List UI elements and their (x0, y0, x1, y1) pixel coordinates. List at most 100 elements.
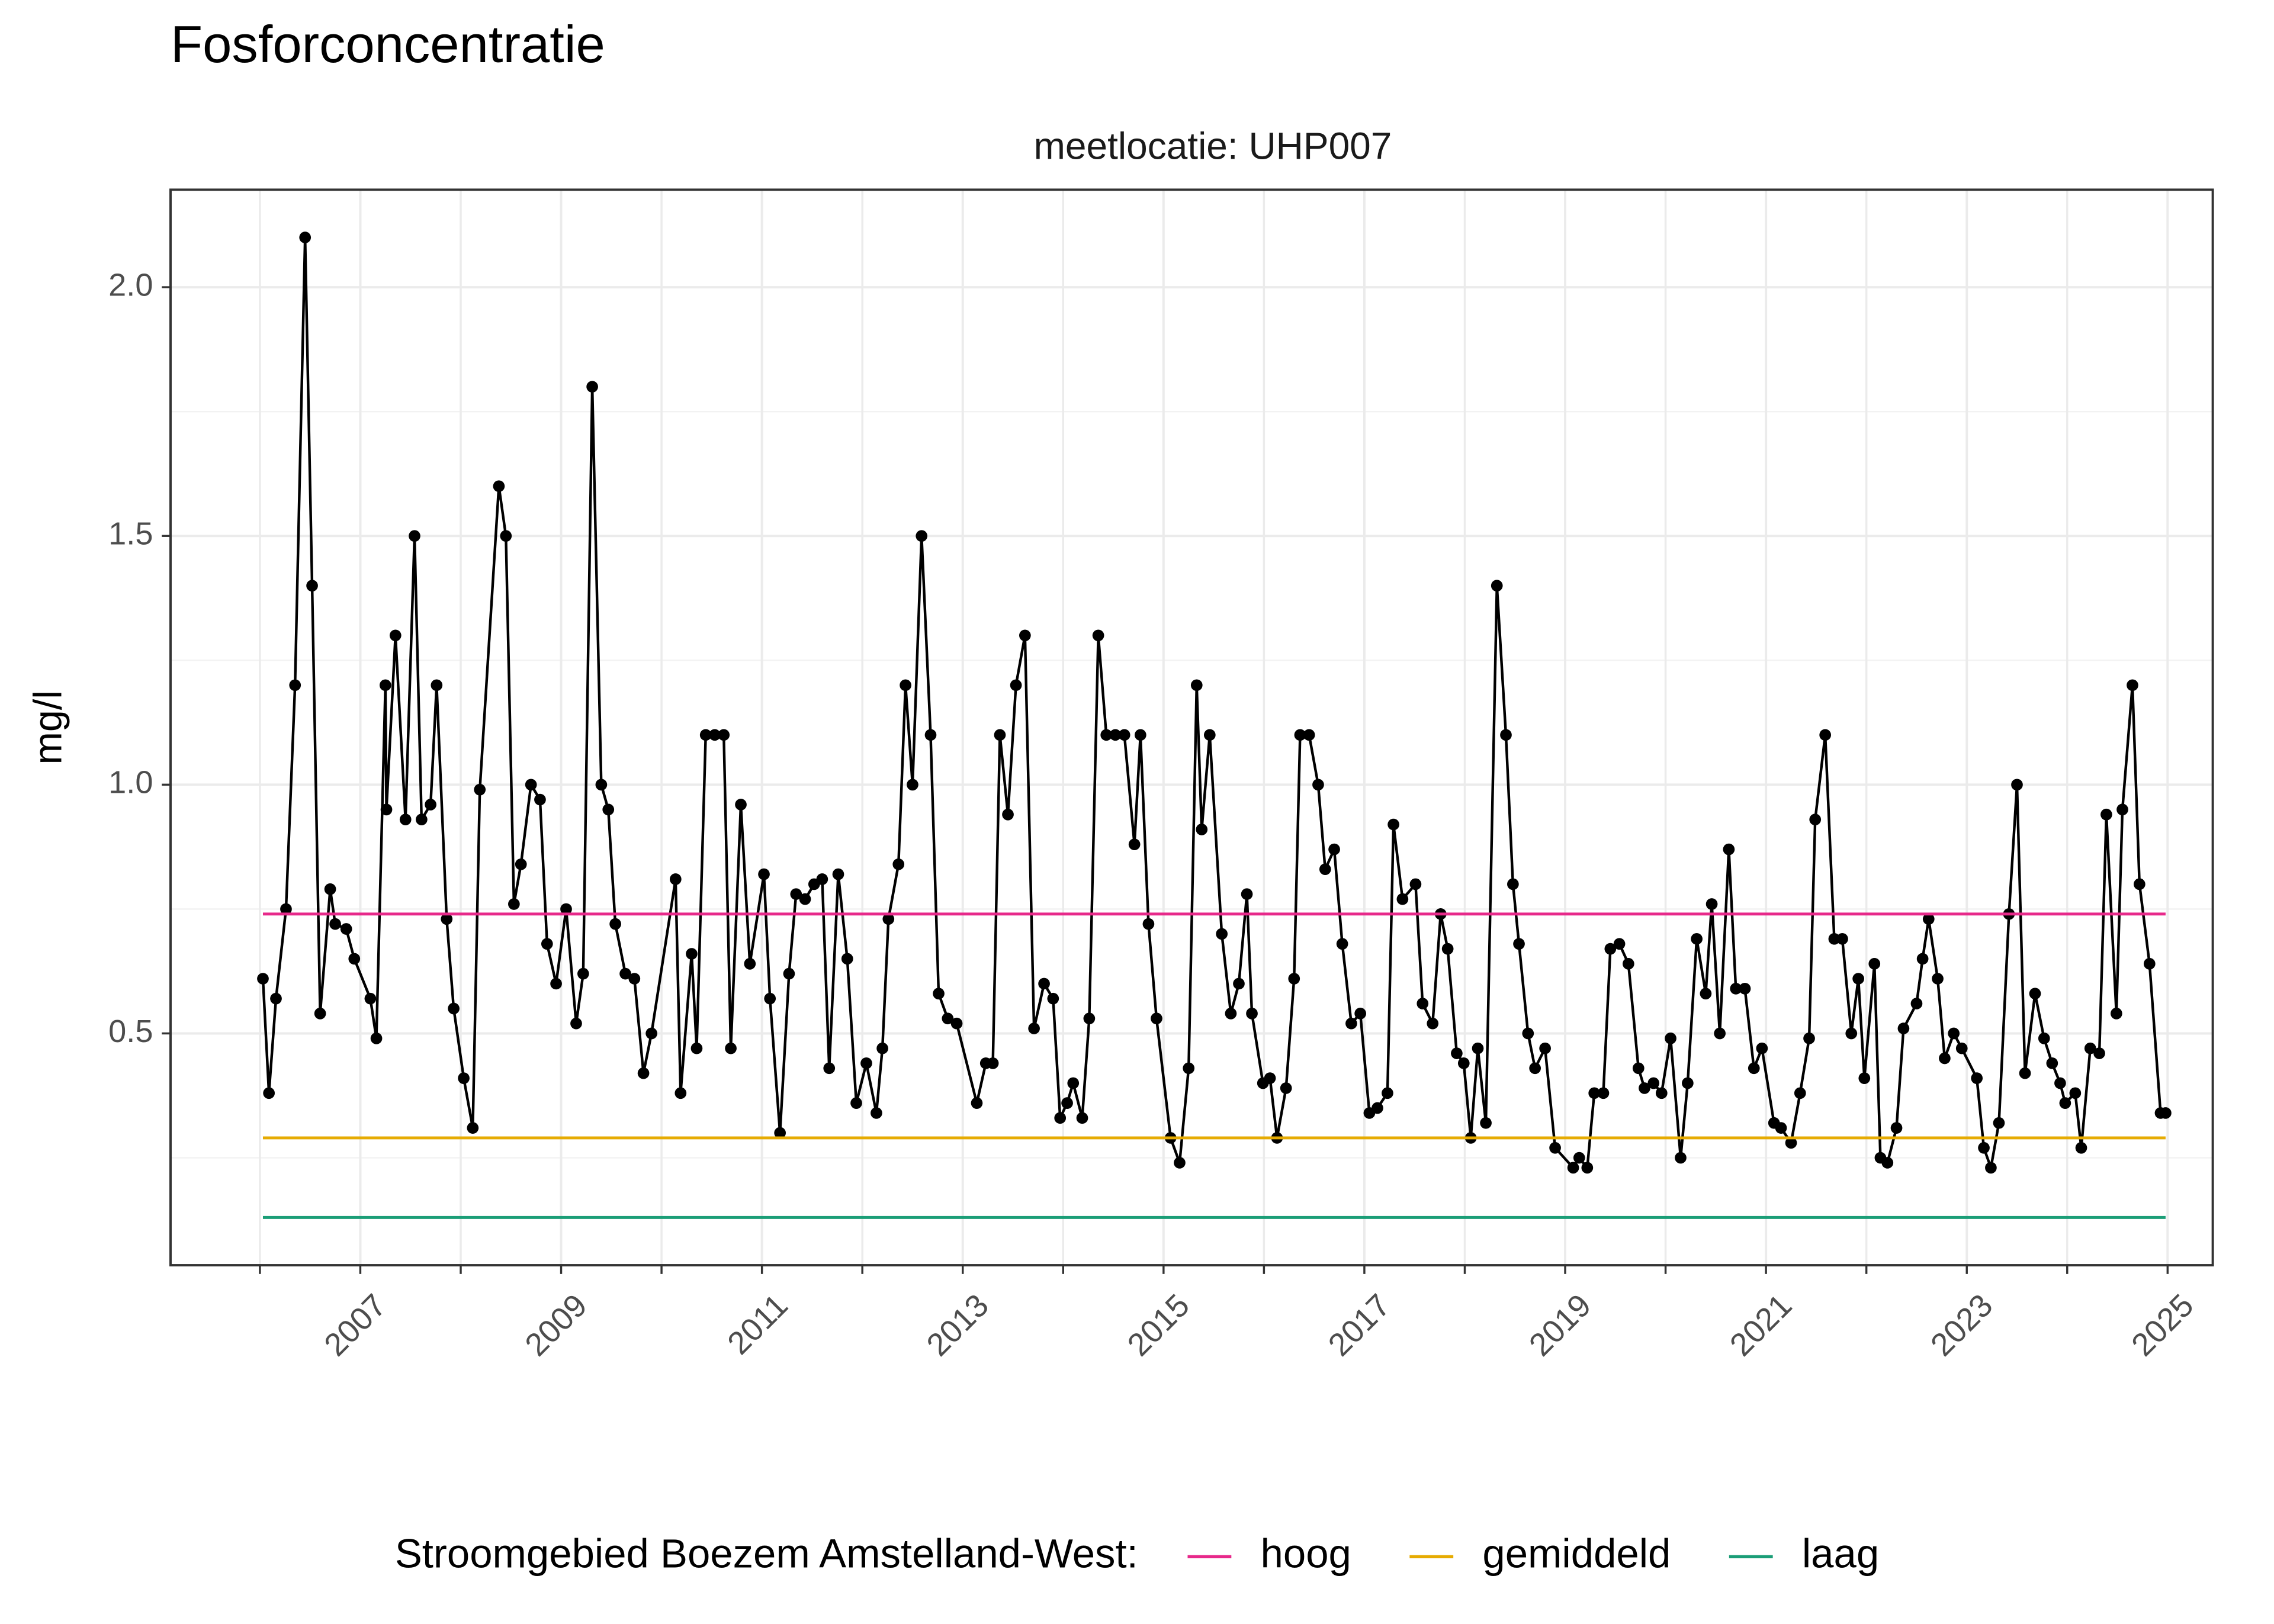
data-point (389, 629, 402, 642)
data-point (1092, 629, 1104, 642)
data-point (1010, 679, 1022, 692)
data-point (987, 1057, 999, 1069)
data-point (1706, 898, 1718, 910)
chart-title: Fosforconcentratie (171, 15, 605, 73)
data-point (2069, 1087, 2082, 1099)
data-point (1748, 1062, 1760, 1075)
data-point (1955, 1042, 1968, 1054)
data-point (1675, 1152, 1687, 1164)
data-point (1382, 1087, 1393, 1099)
data-point (515, 858, 527, 870)
data-point (1803, 1033, 1815, 1044)
data-point (907, 779, 918, 791)
data-point (1109, 729, 1122, 741)
data-point (1714, 1027, 1726, 1040)
data-point (735, 799, 747, 811)
data-point (1451, 1047, 1463, 1059)
data-point (1993, 1117, 2005, 1129)
data-point (1491, 580, 1503, 592)
data-point (1196, 824, 1208, 835)
y-axis-label: mg/l (27, 690, 70, 765)
data-point (1932, 973, 1944, 985)
data-point (1054, 1112, 1067, 1124)
data-point (764, 992, 776, 1005)
data-point (1647, 1077, 1660, 1089)
data-point (1665, 1033, 1676, 1044)
data-point (541, 938, 553, 950)
data-point (1890, 1122, 1903, 1134)
data-point (1858, 1072, 1871, 1084)
data-point (570, 1017, 582, 1030)
data-point (560, 903, 572, 915)
data-point (892, 858, 905, 870)
data-point (1819, 729, 1832, 741)
data-point (348, 953, 361, 965)
data-point (1852, 973, 1864, 985)
data-point (2019, 1067, 2031, 1079)
data-point (1739, 983, 1751, 995)
data-point (257, 973, 269, 985)
data-point (263, 1087, 275, 1099)
data-point (1038, 977, 1050, 990)
data-point (871, 1107, 882, 1119)
data-point (2011, 779, 2023, 791)
data-point (1457, 1057, 1470, 1069)
data-point (1480, 1117, 1492, 1129)
data-point (1597, 1087, 1610, 1099)
data-point (882, 913, 895, 925)
data-point (416, 813, 428, 826)
data-point (1319, 863, 1331, 876)
data-point (686, 948, 698, 960)
data-point (1142, 918, 1155, 930)
data-point (994, 729, 1006, 741)
data-point (441, 913, 453, 925)
data-point (1190, 679, 1203, 692)
data-point (550, 977, 562, 990)
data-point (709, 729, 721, 741)
data-point (2059, 1097, 2071, 1109)
data-point (1513, 938, 1525, 950)
data-point (1472, 1042, 1484, 1054)
data-point (1507, 878, 1519, 890)
data-point (645, 1027, 657, 1040)
data-point (2100, 808, 2112, 821)
data-point (289, 679, 301, 692)
y-tick-label: 0.5 (108, 1014, 153, 1049)
data-point (783, 967, 795, 980)
data-point (329, 918, 341, 930)
data-point (1076, 1112, 1088, 1124)
data-point (675, 1087, 687, 1099)
data-point (1028, 1022, 1040, 1034)
data-point (1939, 1052, 1951, 1065)
data-point (628, 973, 641, 985)
data-point (860, 1057, 872, 1069)
data-point (2038, 1033, 2050, 1044)
data-point (431, 679, 443, 692)
data-point (314, 1008, 326, 1020)
data-point (1372, 1102, 1383, 1114)
data-point (1118, 729, 1130, 741)
data-point (448, 1002, 460, 1015)
data-point (1246, 1008, 1258, 1020)
data-point (690, 1042, 703, 1054)
data-point (474, 783, 486, 796)
data-point (1216, 928, 1228, 940)
data-point (1409, 878, 1422, 890)
data-point (1303, 729, 1315, 741)
data-point (1233, 977, 1245, 990)
data-point (2046, 1057, 2058, 1069)
data-line (261, 237, 2166, 1173)
data-point (1828, 932, 1841, 945)
data-point (799, 893, 811, 905)
data-point (324, 883, 336, 895)
data-point (1971, 1072, 1983, 1084)
data-point (493, 480, 505, 493)
data-point (1916, 953, 1929, 965)
data-point (2143, 958, 2156, 970)
data-point (950, 1017, 963, 1030)
data-point (816, 873, 828, 885)
data-point (1174, 1157, 1186, 1169)
data-point (942, 1012, 954, 1025)
legend-label: hoog (1261, 1531, 1351, 1577)
